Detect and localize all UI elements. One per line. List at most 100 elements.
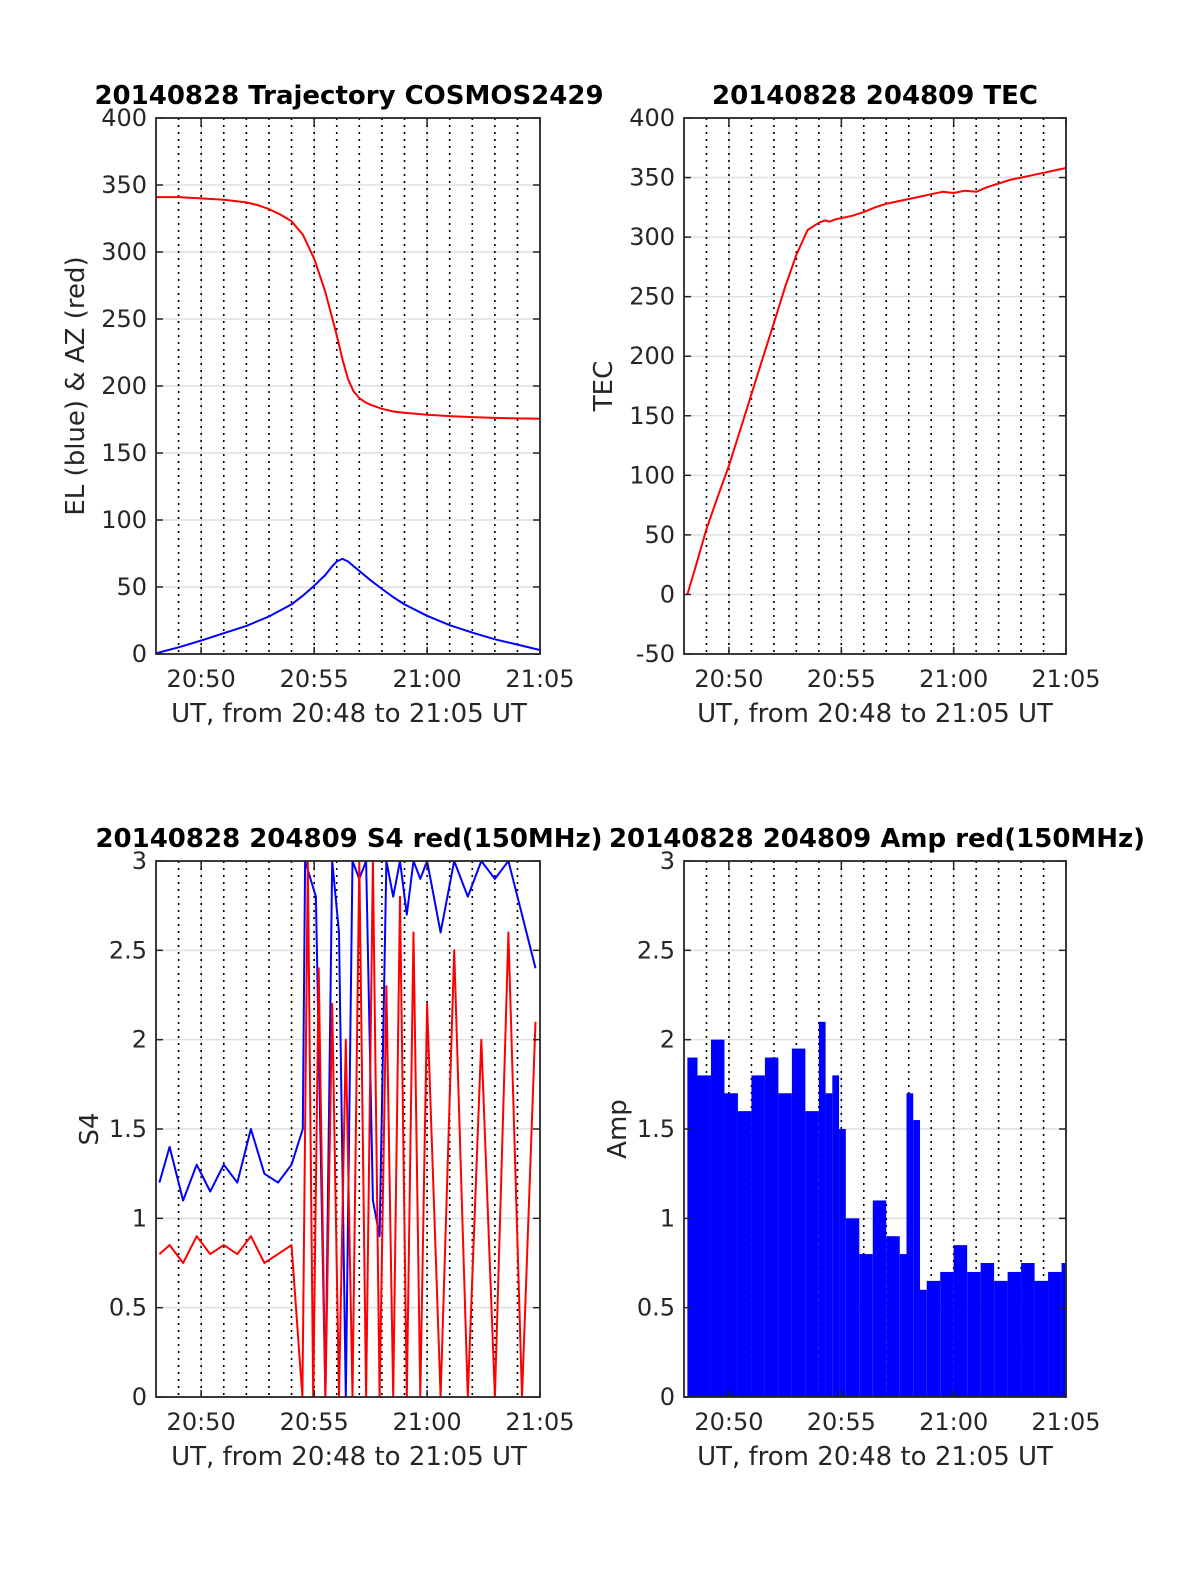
y-tick-label: 100 xyxy=(629,461,675,489)
amp-bar xyxy=(872,1200,887,1397)
x-tick-label: 21:00 xyxy=(393,1408,462,1436)
s4-series-line-0 xyxy=(158,861,537,1397)
x-tick-label: 20:50 xyxy=(694,665,763,693)
y-tick-label: 2.5 xyxy=(637,936,675,964)
y-tick-label: 1.5 xyxy=(109,1115,147,1143)
y-tick-label: 2 xyxy=(132,1026,147,1054)
amp-bar xyxy=(994,1280,1008,1397)
y-tick-label: 350 xyxy=(101,171,147,199)
amp-series-group xyxy=(687,1021,1066,1397)
plot-background xyxy=(684,118,1066,654)
y-tick-label: -50 xyxy=(636,640,675,668)
y-tick-label: 3 xyxy=(660,847,675,875)
s4-series-group xyxy=(158,861,537,1397)
trajectory-xlabel: UT, from 20:48 to 21:05 UT xyxy=(171,699,527,729)
y-tick-label: 2 xyxy=(660,1026,675,1054)
trajectory-panel: 20:50 20:55 21:00 21:05 0 50 100 150 200 250 300 35… xyxy=(61,81,604,729)
x-tick-label: 20:50 xyxy=(694,1408,763,1436)
amp-bar xyxy=(825,1093,833,1397)
x-tick-label: 21:05 xyxy=(1031,1408,1100,1436)
s4-title: 20140828 204809 S4 red(150MHz) xyxy=(95,824,602,854)
y-tick-label: 1 xyxy=(660,1204,675,1232)
amp-bar xyxy=(839,1129,846,1397)
y-tick-label: 0 xyxy=(132,640,147,668)
amp-bar xyxy=(832,1075,840,1397)
y-tick-label: 300 xyxy=(101,238,147,266)
tec-ylabel: TEC xyxy=(589,361,619,412)
trajectory-ylabel: EL (blue) & AZ (red) xyxy=(61,256,91,515)
y-tick-label: 300 xyxy=(629,223,675,251)
y-tick-label: 400 xyxy=(629,104,675,132)
x-tick-label: 20:55 xyxy=(280,665,349,693)
amp-bar xyxy=(1048,1271,1062,1397)
tec-xlabel: UT, from 20:48 to 21:05 UT xyxy=(697,699,1053,729)
trajectory-series-group xyxy=(156,196,540,654)
y-tick-label: 0 xyxy=(660,580,675,608)
y-tick-label: 400 xyxy=(101,104,147,132)
y-tick-label: 2.5 xyxy=(109,936,147,964)
amp-bar xyxy=(845,1218,860,1397)
x-tick-label: 20:55 xyxy=(807,665,876,693)
y-tick-label: 3 xyxy=(132,847,147,875)
amp-bar xyxy=(778,1093,792,1397)
s4-panel: 20:50 20:55 21:00 21:05 0 0.5 1 1.5 2 2.5 3 201408… xyxy=(75,824,603,1472)
x-tick-label: 21:05 xyxy=(505,1408,574,1436)
amp-bar xyxy=(697,1075,711,1397)
y-tick-label: 50 xyxy=(644,521,675,549)
tec-title: 20140828 204809 TEC xyxy=(712,81,1038,111)
trajectory-series-line-1 xyxy=(156,557,540,654)
axes-frame xyxy=(683,117,1067,655)
amp-bar xyxy=(737,1111,752,1397)
y-tick-label: 0.5 xyxy=(109,1294,147,1322)
amp-xlabel: UT, from 20:48 to 21:05 UT xyxy=(697,1442,1053,1472)
x-tick-label: 20:50 xyxy=(167,1408,236,1436)
x-tick-label: 20:50 xyxy=(167,665,236,693)
amp-bar xyxy=(919,1289,927,1397)
amp-bar xyxy=(724,1093,738,1397)
amp-bar xyxy=(805,1111,819,1397)
y-tick-label: 250 xyxy=(629,283,675,311)
tec-panel: 20:50 20:55 21:00 21:05 -50 0 50 100 150 200 250 30… xyxy=(589,81,1101,729)
x-tick-label: 21:00 xyxy=(919,665,988,693)
amp-bar xyxy=(764,1057,779,1397)
y-tick-label: 0 xyxy=(660,1383,675,1411)
x-tick-label: 21:05 xyxy=(505,665,574,693)
amp-bar xyxy=(710,1039,725,1397)
amp-bar xyxy=(980,1263,995,1397)
amp-bar xyxy=(967,1271,981,1397)
x-tick-label: 20:55 xyxy=(280,1408,349,1436)
y-tick-label: 150 xyxy=(629,402,675,430)
x-tick-label: 21:00 xyxy=(393,665,462,693)
x-tick-label: 20:55 xyxy=(807,1408,876,1436)
amp-bar xyxy=(1007,1271,1022,1397)
x-tick-label: 21:00 xyxy=(919,1408,988,1436)
s4-series-line-1 xyxy=(158,861,537,1397)
y-tick-label: 1.5 xyxy=(637,1115,675,1143)
amp-bar xyxy=(926,1280,941,1397)
s4-plot-layer: 20:50 20:55 21:00 21:05 0 0.5 1 1.5 2 2.5 3 xyxy=(109,847,575,1436)
trajectory-title: 20140828 Trajectory COSMOS2429 xyxy=(94,81,603,111)
amp-bar xyxy=(940,1271,954,1397)
amp-bar xyxy=(953,1245,968,1397)
amp-plot-layer: 20:50 20:55 21:00 21:05 0 0.5 1 1.5 2 2.5 3 xyxy=(637,847,1101,1436)
amp-bar xyxy=(751,1075,765,1397)
amp-bar xyxy=(913,1120,920,1397)
tec-series-line-0 xyxy=(686,167,1066,595)
y-tick-label: 150 xyxy=(101,439,147,467)
s4-ylabel: S4 xyxy=(75,1112,105,1145)
amp-bar xyxy=(886,1236,900,1397)
amp-bar xyxy=(791,1048,806,1397)
tec-series-group xyxy=(686,167,1066,595)
trajectory-plot-layer: 20:50 20:55 21:00 21:05 0 50 100 150 200 250 300 35… xyxy=(101,104,574,693)
amp-bar xyxy=(859,1254,873,1397)
amp-panel: 20:50 20:55 21:00 21:05 0 0.5 1 1.5 2 2.5 3 201408… xyxy=(603,824,1145,1472)
amp-bar xyxy=(687,1057,698,1397)
y-tick-label: 200 xyxy=(629,342,675,370)
amp-title: 20140828 204809 Amp red(150MHz) xyxy=(609,824,1145,854)
amp-ylabel: Amp xyxy=(603,1099,633,1159)
y-tick-label: 250 xyxy=(101,305,147,333)
y-tick-label: 100 xyxy=(101,506,147,534)
s4-xlabel: UT, from 20:48 to 21:05 UT xyxy=(171,1442,527,1472)
amp-bar xyxy=(1034,1280,1049,1397)
